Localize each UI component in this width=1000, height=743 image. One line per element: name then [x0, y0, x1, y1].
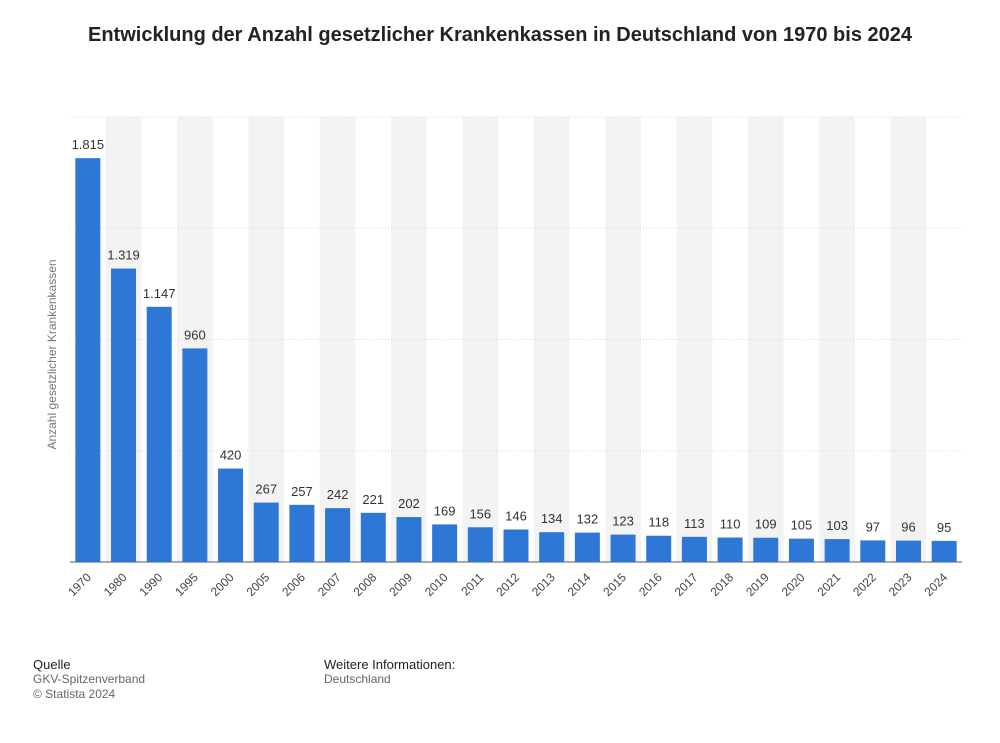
- bar-1990: [146, 306, 172, 562]
- value-label-1990: 1.147: [143, 286, 176, 301]
- x-tick-label-2021: 2021: [814, 570, 843, 599]
- x-tick-label-2018: 2018: [707, 570, 736, 599]
- value-label-2008: 221: [362, 492, 384, 507]
- value-label-2019: 109: [755, 517, 777, 532]
- bar-2012: [503, 529, 529, 562]
- bar-2009: [396, 517, 422, 562]
- x-tick-label-2020: 2020: [779, 570, 808, 599]
- source-heading: Quelle: [33, 657, 71, 672]
- bar-2014: [574, 532, 600, 562]
- x-tick-label-2006: 2006: [279, 570, 308, 599]
- bar-2000: [218, 468, 244, 562]
- x-tick-label-2008: 2008: [351, 570, 380, 599]
- y-axis-label: Anzahl gesetzlicher Krankenkassen: [45, 259, 59, 449]
- bar-2016: [646, 535, 672, 562]
- bar-chart: Anzahl gesetzlicher Krankenkassen 1.815 19…: [45, 116, 962, 599]
- x-tick-label-2019: 2019: [743, 570, 772, 599]
- value-label-1995: 960: [184, 327, 206, 342]
- x-tick-label-2015: 2015: [600, 570, 629, 599]
- source-name[interactable]: GKV-Spitzenverband: [33, 672, 146, 686]
- background-band: [248, 117, 285, 562]
- x-tick-label-2009: 2009: [386, 570, 415, 599]
- bar-1970: [75, 158, 101, 562]
- bar-2013: [539, 532, 565, 562]
- x-tick-label-2000: 2000: [208, 570, 237, 599]
- value-label-2007: 242: [327, 487, 349, 502]
- info-text: Deutschland: [324, 672, 391, 686]
- x-tick-label-2007: 2007: [315, 570, 344, 599]
- value-label-2011: 156: [469, 506, 491, 521]
- bar-2020: [788, 538, 814, 562]
- bar-2019: [753, 537, 779, 562]
- bar-2022: [860, 540, 886, 562]
- bar-2008: [360, 512, 386, 562]
- bar-2018: [717, 537, 743, 562]
- bar-2021: [824, 539, 850, 562]
- background-band: [890, 117, 927, 562]
- bar-2006: [289, 504, 315, 562]
- value-label-2012: 146: [505, 509, 527, 524]
- background-band: [462, 117, 499, 562]
- x-tick-label-2024: 2024: [921, 570, 950, 599]
- bar-2010: [432, 524, 458, 562]
- x-tick-label-2010: 2010: [422, 570, 451, 599]
- x-tick-label-1990: 1990: [137, 570, 166, 599]
- bar-2017: [681, 536, 707, 562]
- value-label-2000: 420: [220, 448, 242, 463]
- value-label-2014: 132: [577, 512, 599, 527]
- value-label-2021: 103: [826, 518, 848, 533]
- value-label-2023: 96: [901, 520, 915, 535]
- value-label-2005: 267: [255, 482, 277, 497]
- x-tick-label-2011: 2011: [458, 570, 486, 598]
- x-tick-label-1970: 1970: [65, 570, 94, 599]
- x-tick-label-2022: 2022: [850, 570, 879, 599]
- info-block: Weitere Informationen: Deutschland: [324, 657, 455, 687]
- bar-2024: [931, 540, 957, 562]
- bar-2023: [895, 540, 921, 562]
- value-label-2020: 105: [791, 518, 813, 533]
- bar-1995: [182, 348, 208, 562]
- info-heading: Weitere Informationen:: [324, 657, 456, 672]
- bar-1980: [111, 268, 137, 562]
- bar-2015: [610, 534, 636, 562]
- background-band: [533, 117, 570, 562]
- x-tick-label-1995: 1995: [172, 570, 201, 599]
- bar-2005: [253, 502, 279, 562]
- x-tick-label-2014: 2014: [565, 570, 594, 599]
- source-block: Quelle GKV-Spitzenverband © Statista 202…: [33, 657, 145, 702]
- value-label-1970: 1.815: [72, 137, 105, 152]
- value-label-2006: 257: [291, 484, 313, 499]
- x-tick-label-1980: 1980: [101, 570, 130, 599]
- value-label-2024: 95: [937, 520, 951, 535]
- x-tick-label-2012: 2012: [493, 570, 522, 599]
- value-label-2017: 113: [684, 516, 705, 531]
- bar-2007: [325, 508, 351, 562]
- copyright-text: © Statista 2024: [33, 687, 116, 701]
- bar-2011: [467, 527, 493, 562]
- value-label-2018: 110: [720, 517, 741, 532]
- value-label-2010: 169: [434, 503, 456, 518]
- value-label-2016: 118: [648, 515, 669, 530]
- chart-title: Entwicklung der Anzahl gesetzlicher Kran…: [88, 24, 912, 46]
- background-band: [747, 117, 784, 562]
- value-label-2022: 97: [866, 519, 880, 534]
- x-tick-label-2017: 2017: [672, 570, 701, 599]
- x-tick-label-2023: 2023: [886, 570, 915, 599]
- x-tick-label-2005: 2005: [244, 570, 273, 599]
- x-tick-label-2013: 2013: [529, 570, 558, 599]
- value-label-1980: 1.319: [107, 248, 140, 263]
- value-label-2015: 123: [612, 514, 634, 529]
- value-label-2013: 134: [541, 511, 563, 526]
- x-tick-label-2016: 2016: [636, 570, 665, 599]
- background-band: [819, 117, 855, 562]
- value-label-2009: 202: [398, 496, 420, 511]
